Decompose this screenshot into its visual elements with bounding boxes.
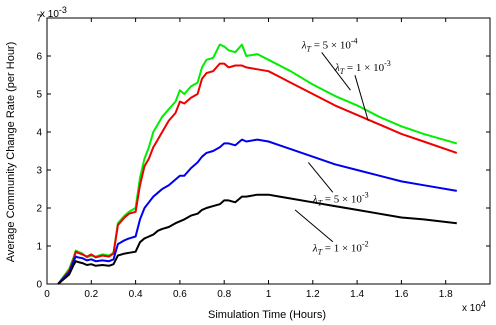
y-multiplier-exponent: -3 (59, 5, 67, 15)
y-axis-label: Average Community Change Rate (per Hour) (5, 42, 17, 263)
x-tick-label: 1.2 (306, 289, 320, 300)
x-tick-label: 0.6 (173, 289, 187, 300)
x-multiplier-exponent: 4 (481, 299, 486, 309)
y-tick-label: 4 (36, 128, 42, 139)
x-tick-label: 1 (266, 289, 272, 300)
annotation-label: λT = 1 × 10-2 (312, 240, 369, 257)
annotation-2: λT = 1 × 10-3 (334, 59, 391, 121)
y-multiplier: x 10-3 (40, 5, 67, 20)
annotation-pointer (321, 52, 351, 91)
x-axis-ticks: 0 0.2 0.4 0.6 0.8 1 1.2 1.4 1.6 1.8 (44, 18, 453, 300)
y-tick-label: 3 (36, 166, 42, 177)
annotation-3: λT = 5 × 10-3 (307, 162, 369, 207)
annotation-pointer (294, 209, 334, 243)
x-tick-label: 1.6 (394, 289, 408, 300)
x-axis-label: Simulation Time (Hours) (208, 309, 326, 321)
x-tick-label: 0 (44, 289, 50, 300)
annotation-1: λT = 5 × 10-4 (301, 36, 358, 91)
y-tick-label: 1 (36, 242, 42, 253)
y-tick-label: 0 (36, 280, 42, 291)
x-tick-label: 1.4 (350, 289, 364, 300)
y-axis-ticks: 0 1 2 3 4 5 6 7 (36, 14, 490, 291)
annotation-label: λT = 5 × 10-3 (312, 190, 369, 207)
annotation-pointer (354, 75, 369, 121)
x-tick-label: 1.8 (439, 289, 453, 300)
annotations: λT = 5 × 10-4 λT = 1 × 10-3 λT = 5 × 10-3 λ… (294, 36, 391, 257)
y-tick-label: 2 (36, 204, 42, 215)
annotation-pointer (307, 162, 334, 193)
y-tick-label: 6 (36, 52, 42, 63)
y-tick-label: 7 (36, 14, 42, 25)
series-line-4 (57, 193, 457, 285)
y-multiplier-base: x 10 (40, 9, 59, 20)
annotation-4: λT = 1 × 10-2 (294, 209, 369, 257)
series-lines (57, 43, 458, 285)
x-tick-label: 0.2 (84, 289, 98, 300)
y-tick-label: 5 (36, 90, 42, 101)
x-multiplier: x 104 (462, 299, 486, 314)
series-line-2 (57, 62, 458, 285)
annotation-label: λT = 1 × 10-3 (334, 59, 391, 76)
x-tick-label: 0.4 (129, 289, 143, 300)
series-line-3 (57, 138, 457, 285)
x-multiplier-base: x 10 (462, 303, 481, 314)
annotation-label: λT = 5 × 10-4 (301, 36, 358, 53)
x-tick-label: 0.8 (217, 289, 231, 300)
